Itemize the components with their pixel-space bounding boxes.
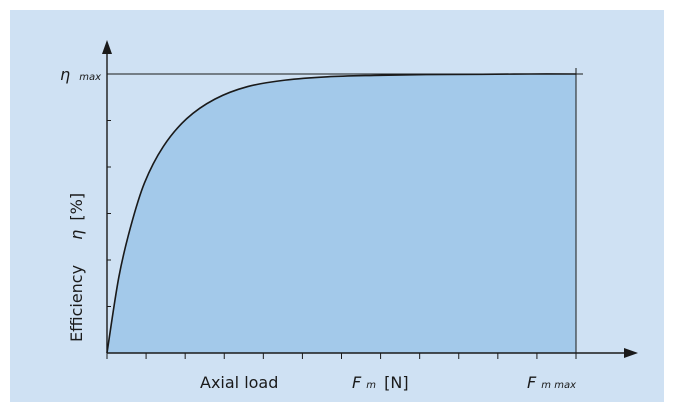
- x-max-label: F m max: [527, 373, 576, 392]
- x-axis-label: Axial load: [200, 373, 278, 392]
- y-axis-arrow-icon: [102, 40, 112, 54]
- efficiency-area: [107, 73, 576, 353]
- y-max-label: η max: [60, 65, 101, 84]
- y-axis-label-unit: [%]: [67, 193, 86, 221]
- y-axis-label-name: Efficiency: [67, 265, 86, 342]
- efficiency-curve: [106, 73, 577, 354]
- x-axis-arrow-icon: [624, 348, 638, 358]
- x-ticks: [106, 353, 577, 359]
- y-axis-label-symbol: η: [67, 230, 86, 240]
- y-ticks: [107, 73, 111, 354]
- x-mid-label: F m [N]: [352, 373, 409, 392]
- y-axis-label: Efficiency η [%]: [67, 193, 86, 342]
